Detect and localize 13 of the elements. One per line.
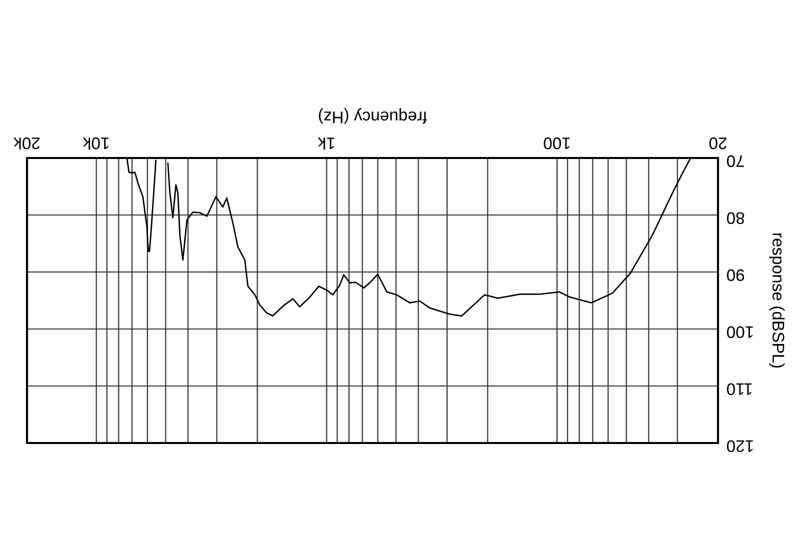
- y-tick-label: 90: [726, 269, 744, 282]
- x-axis-title: frequency (Hz): [318, 108, 427, 124]
- y-tick-label: 100: [726, 326, 753, 338]
- x-tick-label: 100: [544, 137, 570, 150]
- x-tick-label: 20k: [14, 137, 40, 150]
- y-tick-label: 80: [726, 212, 744, 224]
- x-tick-label: 10k: [82, 137, 108, 150]
- x-tick-label: 20: [709, 137, 726, 150]
- y-tick-label: 70: [726, 155, 744, 168]
- y-axis-title: response (dBSPL): [769, 234, 785, 368]
- y-tick-label: 110: [726, 383, 752, 396]
- y-tick-label: 120: [726, 440, 753, 452]
- x-tick-label: 1k: [318, 138, 334, 150]
